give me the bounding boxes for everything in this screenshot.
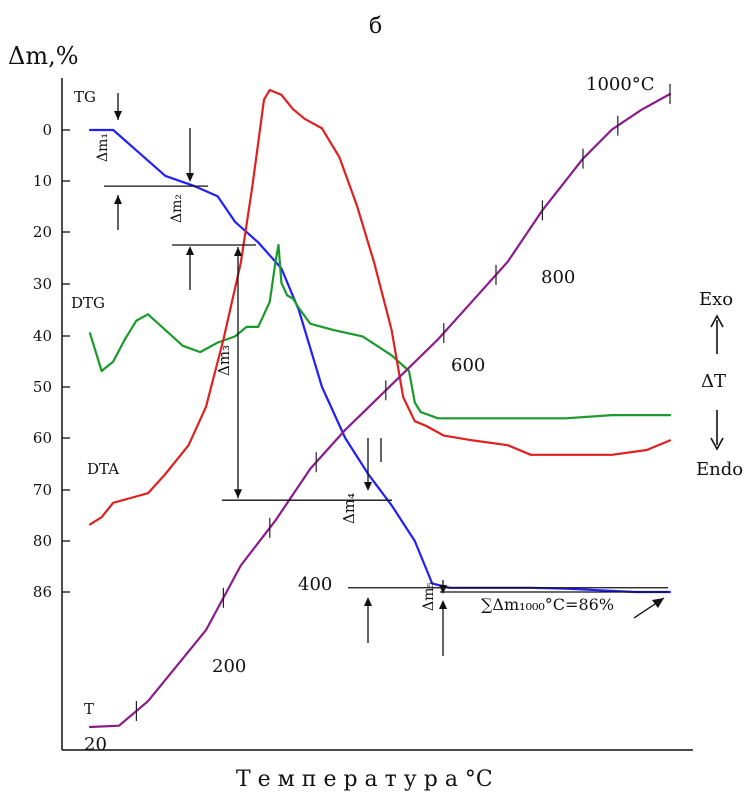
y-tick-label: 86 (33, 583, 52, 601)
delta-m5-arrow-up-icon (439, 600, 447, 609)
delta-m3-arrow-up-icon (234, 247, 242, 256)
exo-endo-legend: Exo ΔT Endo (696, 289, 743, 480)
curve-label-dtg: DTG (71, 294, 105, 312)
delta-m5-label: Δm₅ (421, 582, 437, 611)
y-tick-label: 0 (42, 121, 52, 139)
curve-label-dta: DTA (87, 460, 119, 478)
y-tick-label: 10 (33, 172, 52, 190)
delta-m4-label: Δm₄ (340, 493, 358, 524)
delta-m3-label: Δm₃ (215, 345, 233, 376)
sum-delta-label: ∑Δm₁₀₀₀°С=86% (481, 595, 614, 614)
y-tick-label: 40 (33, 327, 52, 345)
y-axis-title: Δm,% (8, 42, 79, 70)
delta-t-label: ΔT (701, 371, 726, 392)
delta-m3-arrow-down-icon (234, 489, 242, 499)
temp-label-400: 400 (298, 574, 332, 595)
x-axis-title: Т е м п е р а т у р а °С (236, 767, 493, 792)
endo-label: Endo (696, 459, 743, 480)
temp-label-800: 800 (541, 267, 575, 288)
curve-label-tg: TG (74, 88, 96, 106)
temp-label-600: 600 (451, 355, 485, 376)
temp-label-200: 200 (212, 656, 246, 677)
curve-labels: TG DTG DTA T (71, 88, 119, 718)
y-tick-label: 70 (33, 481, 52, 499)
arrow-down-icon (710, 410, 724, 451)
measurement-guides (104, 93, 668, 656)
temperature-labels: 20 200 400 600 800 1000°C (84, 74, 655, 755)
delta-m1-label: Δm₁ (95, 133, 111, 162)
series-line-dtg (88, 243, 672, 420)
y-tick-label: 20 (33, 223, 52, 241)
delta-m1-arrow-up-icon (114, 195, 122, 204)
temp-label-1000: 1000°C (586, 74, 655, 95)
delta-m4-arrow-icon (364, 482, 372, 491)
delta-m4-arrow-up-icon (364, 597, 372, 606)
delta-m2-arrow-up-icon (186, 246, 194, 255)
y-axis-ticks: 0 10 20 30 40 50 60 70 80 86 (33, 121, 70, 601)
arrow-up-icon (710, 314, 724, 354)
y-tick-label: 60 (33, 429, 52, 447)
series-line-dta (88, 88, 672, 526)
temp-label-20: 20 (84, 734, 107, 755)
panel-label: б (369, 14, 382, 39)
sum-pointer-arrow-icon (652, 598, 664, 608)
y-tick-label: 30 (33, 275, 52, 293)
curve-label-t: T (84, 700, 94, 718)
delta-m1-arrow-icon (114, 111, 122, 120)
y-tick-label: 50 (33, 378, 52, 396)
series-layer (88, 84, 672, 729)
exo-label: Exo (699, 289, 733, 310)
series-line-t (88, 92, 672, 729)
delta-m5-arrow-icon (439, 585, 447, 594)
delta-m2-arrow-icon (186, 173, 194, 182)
y-tick-label: 80 (33, 532, 52, 550)
delta-labels: Δm₁ Δm₂ Δm₃ Δm₄ Δm₅ (95, 133, 437, 611)
delta-m2-label: Δm₂ (169, 194, 185, 223)
